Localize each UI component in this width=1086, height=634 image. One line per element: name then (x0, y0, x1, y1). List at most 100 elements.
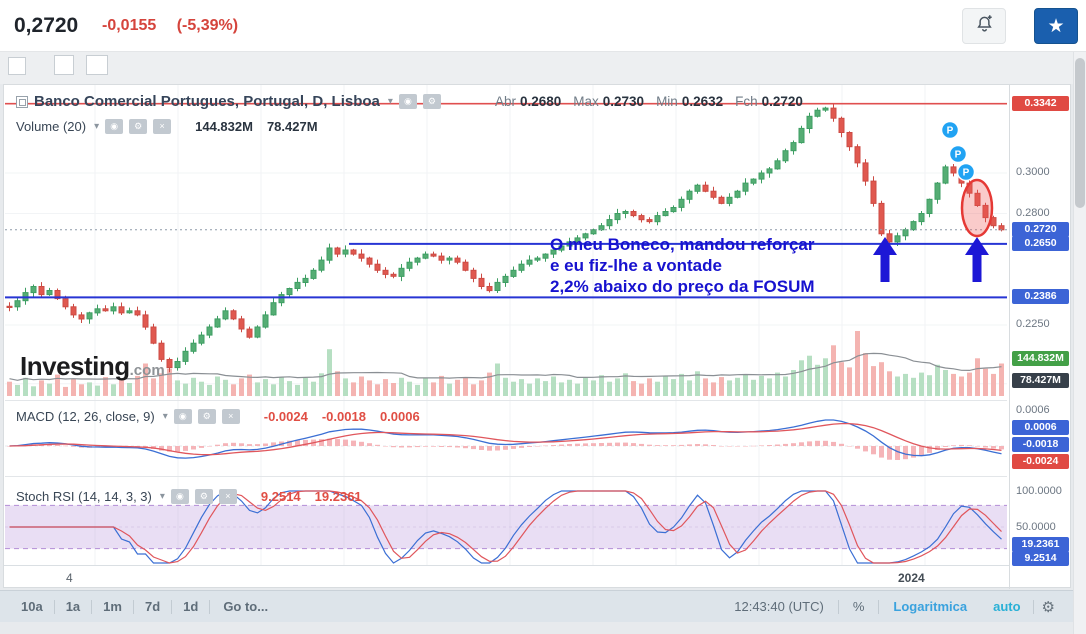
stoch-rsi-indicator-row: Stoch RSI (14, 14, 3, 3) ▾ ◉ ⚙ × 9.2514 … (16, 489, 362, 504)
favorite-button[interactable]: ★ (1034, 8, 1078, 44)
quote-change-percent: (-5,39%) (176, 17, 239, 34)
auto-scale-button[interactable]: auto (993, 599, 1021, 614)
low-value: 0.2632 (681, 94, 724, 109)
high-label: Max (573, 94, 599, 109)
volume-label: Volume (20) (16, 119, 87, 134)
close-icon[interactable]: × (218, 489, 237, 504)
stoch-pill: 19.2361 (1012, 537, 1069, 552)
partial-toolbar (0, 52, 1073, 84)
partial-icon-button[interactable] (8, 57, 26, 75)
svg-text:P: P (955, 150, 962, 161)
range-1y-button[interactable]: 1a (65, 599, 81, 614)
price-tick: 0.2250 (1016, 318, 1050, 330)
macd-tick: 0.0006 (1016, 404, 1050, 416)
eye-icon[interactable]: ◉ (173, 409, 192, 424)
stoch-value-1: 9.2514 (260, 489, 301, 504)
macd-svg[interactable] (5, 400, 1007, 476)
macd-pill: 0.0006 (1012, 420, 1069, 435)
user-annotation-text[interactable]: O meu Boneco, mandou reforçar e eu fiz-l… (550, 234, 815, 297)
stoch-value-2: 19.2361 (314, 489, 362, 504)
macd-value-3: 0.0006 (379, 409, 420, 424)
macd-value-2: -0.0018 (321, 409, 366, 424)
legend-toggle-icon[interactable] (16, 95, 28, 108)
percent-scale-button[interactable]: % (852, 599, 865, 614)
stoch-tick: 100.0000 (1016, 485, 1062, 497)
gear-icon[interactable]: ⚙ (194, 489, 213, 504)
alert-button[interactable] (962, 8, 1006, 44)
macd-pill: -0.0024 (1012, 454, 1069, 469)
settings-gear-icon[interactable]: ⚙ (1041, 598, 1055, 616)
partial-icon-button[interactable] (86, 55, 108, 75)
quote-change: -0,0155 (-5,39%) (102, 17, 238, 35)
chevron-down-icon[interactable]: ▾ (387, 96, 393, 107)
range-1d-button[interactable]: 1d (183, 599, 199, 614)
quote-change-value: -0,0155 (102, 17, 157, 34)
close-label: Fch (735, 94, 758, 109)
ohlc-readout: Abr 0.2680 Max 0.2730 Min 0.2632 Fch 0.2720 (495, 94, 803, 109)
time-axis-label: 2024 (898, 571, 925, 585)
range-7d-button[interactable]: 7d (144, 599, 161, 614)
macd-label: MACD (12, 26, close, 9) (16, 409, 155, 424)
axis-divider (1009, 85, 1010, 589)
macd-value-1: -0.0024 (263, 409, 308, 424)
price-pill: 0.3342 (1012, 95, 1069, 111)
close-value: 0.2720 (761, 94, 803, 109)
scrollbar-thumb[interactable] (1075, 58, 1085, 208)
star-icon: ★ (1047, 15, 1065, 37)
close-icon[interactable]: × (221, 409, 240, 424)
quote-price: 0,2720 (14, 14, 79, 37)
chart-title: Banco Comercial Portugues, Portugal, D, … (34, 93, 380, 110)
logo-brand: Investing (20, 351, 130, 381)
volume-pill: 144.832M (1012, 351, 1069, 366)
time-axis[interactable]: 4 2024 (4, 565, 1009, 589)
open-label: Abr (494, 94, 516, 109)
range-1m-button[interactable]: 1m (103, 599, 122, 614)
volume-indicator-row: Volume (20) ▾ ◉ ⚙ × 144.832M 78.427M (16, 119, 318, 134)
logo-suffix: .com (129, 362, 165, 379)
price-pill: 0.2386 (1012, 289, 1069, 305)
stoch-pill: 9.2514 (1012, 551, 1069, 566)
macd-pill: -0.0018 (1012, 437, 1069, 452)
gear-icon[interactable]: ⚙ (129, 119, 148, 134)
chevron-down-icon[interactable]: ▾ (94, 121, 100, 132)
stoch-rsi-label: Stoch RSI (14, 14, 3, 3) (16, 489, 152, 504)
time-axis-label: 4 (66, 571, 73, 585)
price-tick: 0.3000 (1016, 166, 1050, 178)
clock-readout: 12:43:40 (UTC) (734, 599, 824, 614)
price-tick: 0.2800 (1016, 206, 1050, 219)
high-value: 0.2730 (602, 94, 645, 109)
volume-ma-value: 144.832M (195, 119, 253, 134)
svg-text:P: P (947, 126, 954, 137)
log-scale-button[interactable]: Logaritmica (893, 599, 968, 614)
eye-icon[interactable]: ◉ (105, 119, 124, 134)
price-pill: 0.2650 (1012, 235, 1069, 251)
annotation-line-3: 2,2% abaixo do preço da FOSUM (550, 277, 815, 296)
close-icon[interactable]: × (153, 119, 172, 134)
bell-plus-icon (974, 13, 995, 39)
investing-logo: Investing.com (20, 351, 165, 382)
chevron-down-icon[interactable]: ▾ (159, 491, 165, 502)
eye-icon[interactable]: ◉ (398, 94, 417, 109)
price-chart-svg[interactable]: PPP (5, 85, 1007, 400)
quote-header: 0,2720 -0,0155 (-5,39%) ★ (0, 0, 1086, 52)
range-10y-button[interactable]: 10a (21, 599, 43, 614)
price-axis[interactable]: 0.30000.28000.22500.19600.33420.27200.26… (1010, 85, 1072, 589)
stoch-tick: 50.0000 (1016, 521, 1056, 533)
low-label: Min (656, 94, 678, 109)
eye-icon[interactable]: ◉ (170, 489, 189, 504)
macd-indicator-row: MACD (12, 26, close, 9) ▾ ◉ ⚙ × -0.0024 … (16, 409, 420, 424)
gear-icon[interactable]: ⚙ (197, 409, 216, 424)
annotation-line-1: O meu Boneco, mandou reforçar (550, 235, 815, 254)
page-scrollbar[interactable] (1073, 52, 1086, 634)
open-value: 0.2680 (519, 94, 562, 109)
partial-icon-button[interactable] (54, 55, 74, 75)
goto-button[interactable]: Go to... (223, 599, 269, 614)
stoch-rsi-svg[interactable] (5, 476, 1007, 565)
price-pill: 0.2720 (1012, 221, 1069, 237)
volume-current-value: 78.427M (266, 119, 318, 134)
chevron-down-icon[interactable]: ▾ (162, 411, 168, 422)
annotation-line-2: e eu fiz-lhe a vontade (550, 256, 722, 275)
volume-pill: 78.427M (1012, 373, 1069, 388)
gear-icon[interactable]: ⚙ (422, 94, 441, 109)
